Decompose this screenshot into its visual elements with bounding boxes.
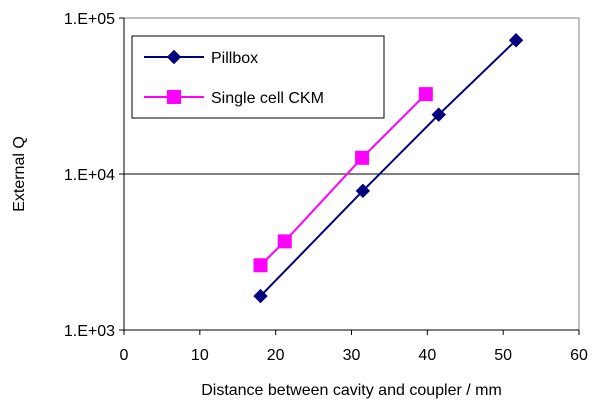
- series-0-point-2: [431, 107, 446, 122]
- x-tick-label-0: 0: [120, 347, 129, 364]
- x-tick-label-1: 10: [191, 347, 209, 364]
- y-tick-label-1: 1.E+04: [64, 167, 115, 184]
- series-1-point-3: [418, 87, 433, 102]
- x-tick-label-6: 60: [570, 347, 588, 364]
- x-tick-label-3: 30: [343, 347, 361, 364]
- series-line-0: [259, 39, 517, 297]
- y-tick-label-2: 1.E+05: [64, 11, 115, 28]
- legend-box: [131, 35, 385, 119]
- x-tick-label-2: 20: [267, 347, 285, 364]
- series-1-point-1: [277, 234, 292, 249]
- legend-marker-0: [166, 49, 182, 65]
- series-1-point-2: [355, 150, 370, 165]
- series-1-point-0: [253, 258, 268, 273]
- series-line-1: [259, 93, 427, 266]
- series-0-point-1: [355, 183, 371, 199]
- x-tick-label-4: 40: [418, 347, 436, 364]
- axis-layer: 0 10 20 30 40 50 60 1.E+03 1.E+04 1.E+05: [64, 11, 588, 364]
- series-0-point-0: [253, 288, 268, 304]
- legend-label-0: Pillbox: [211, 50, 258, 67]
- x-axis-title: Distance between cavity and coupler / mm: [201, 382, 502, 399]
- x-tick-label-5: 50: [494, 347, 512, 364]
- legend-marker-1: [167, 90, 181, 104]
- series-0-point-3: [508, 33, 524, 48]
- series-layer: [253, 33, 524, 304]
- y-axis-title: External Q: [11, 136, 28, 212]
- legend-label-1: Single cell CKM: [211, 90, 324, 107]
- y-tick-label-0: 1.E+03: [64, 323, 115, 340]
- legend: Pillbox Single cell CKM: [131, 35, 385, 119]
